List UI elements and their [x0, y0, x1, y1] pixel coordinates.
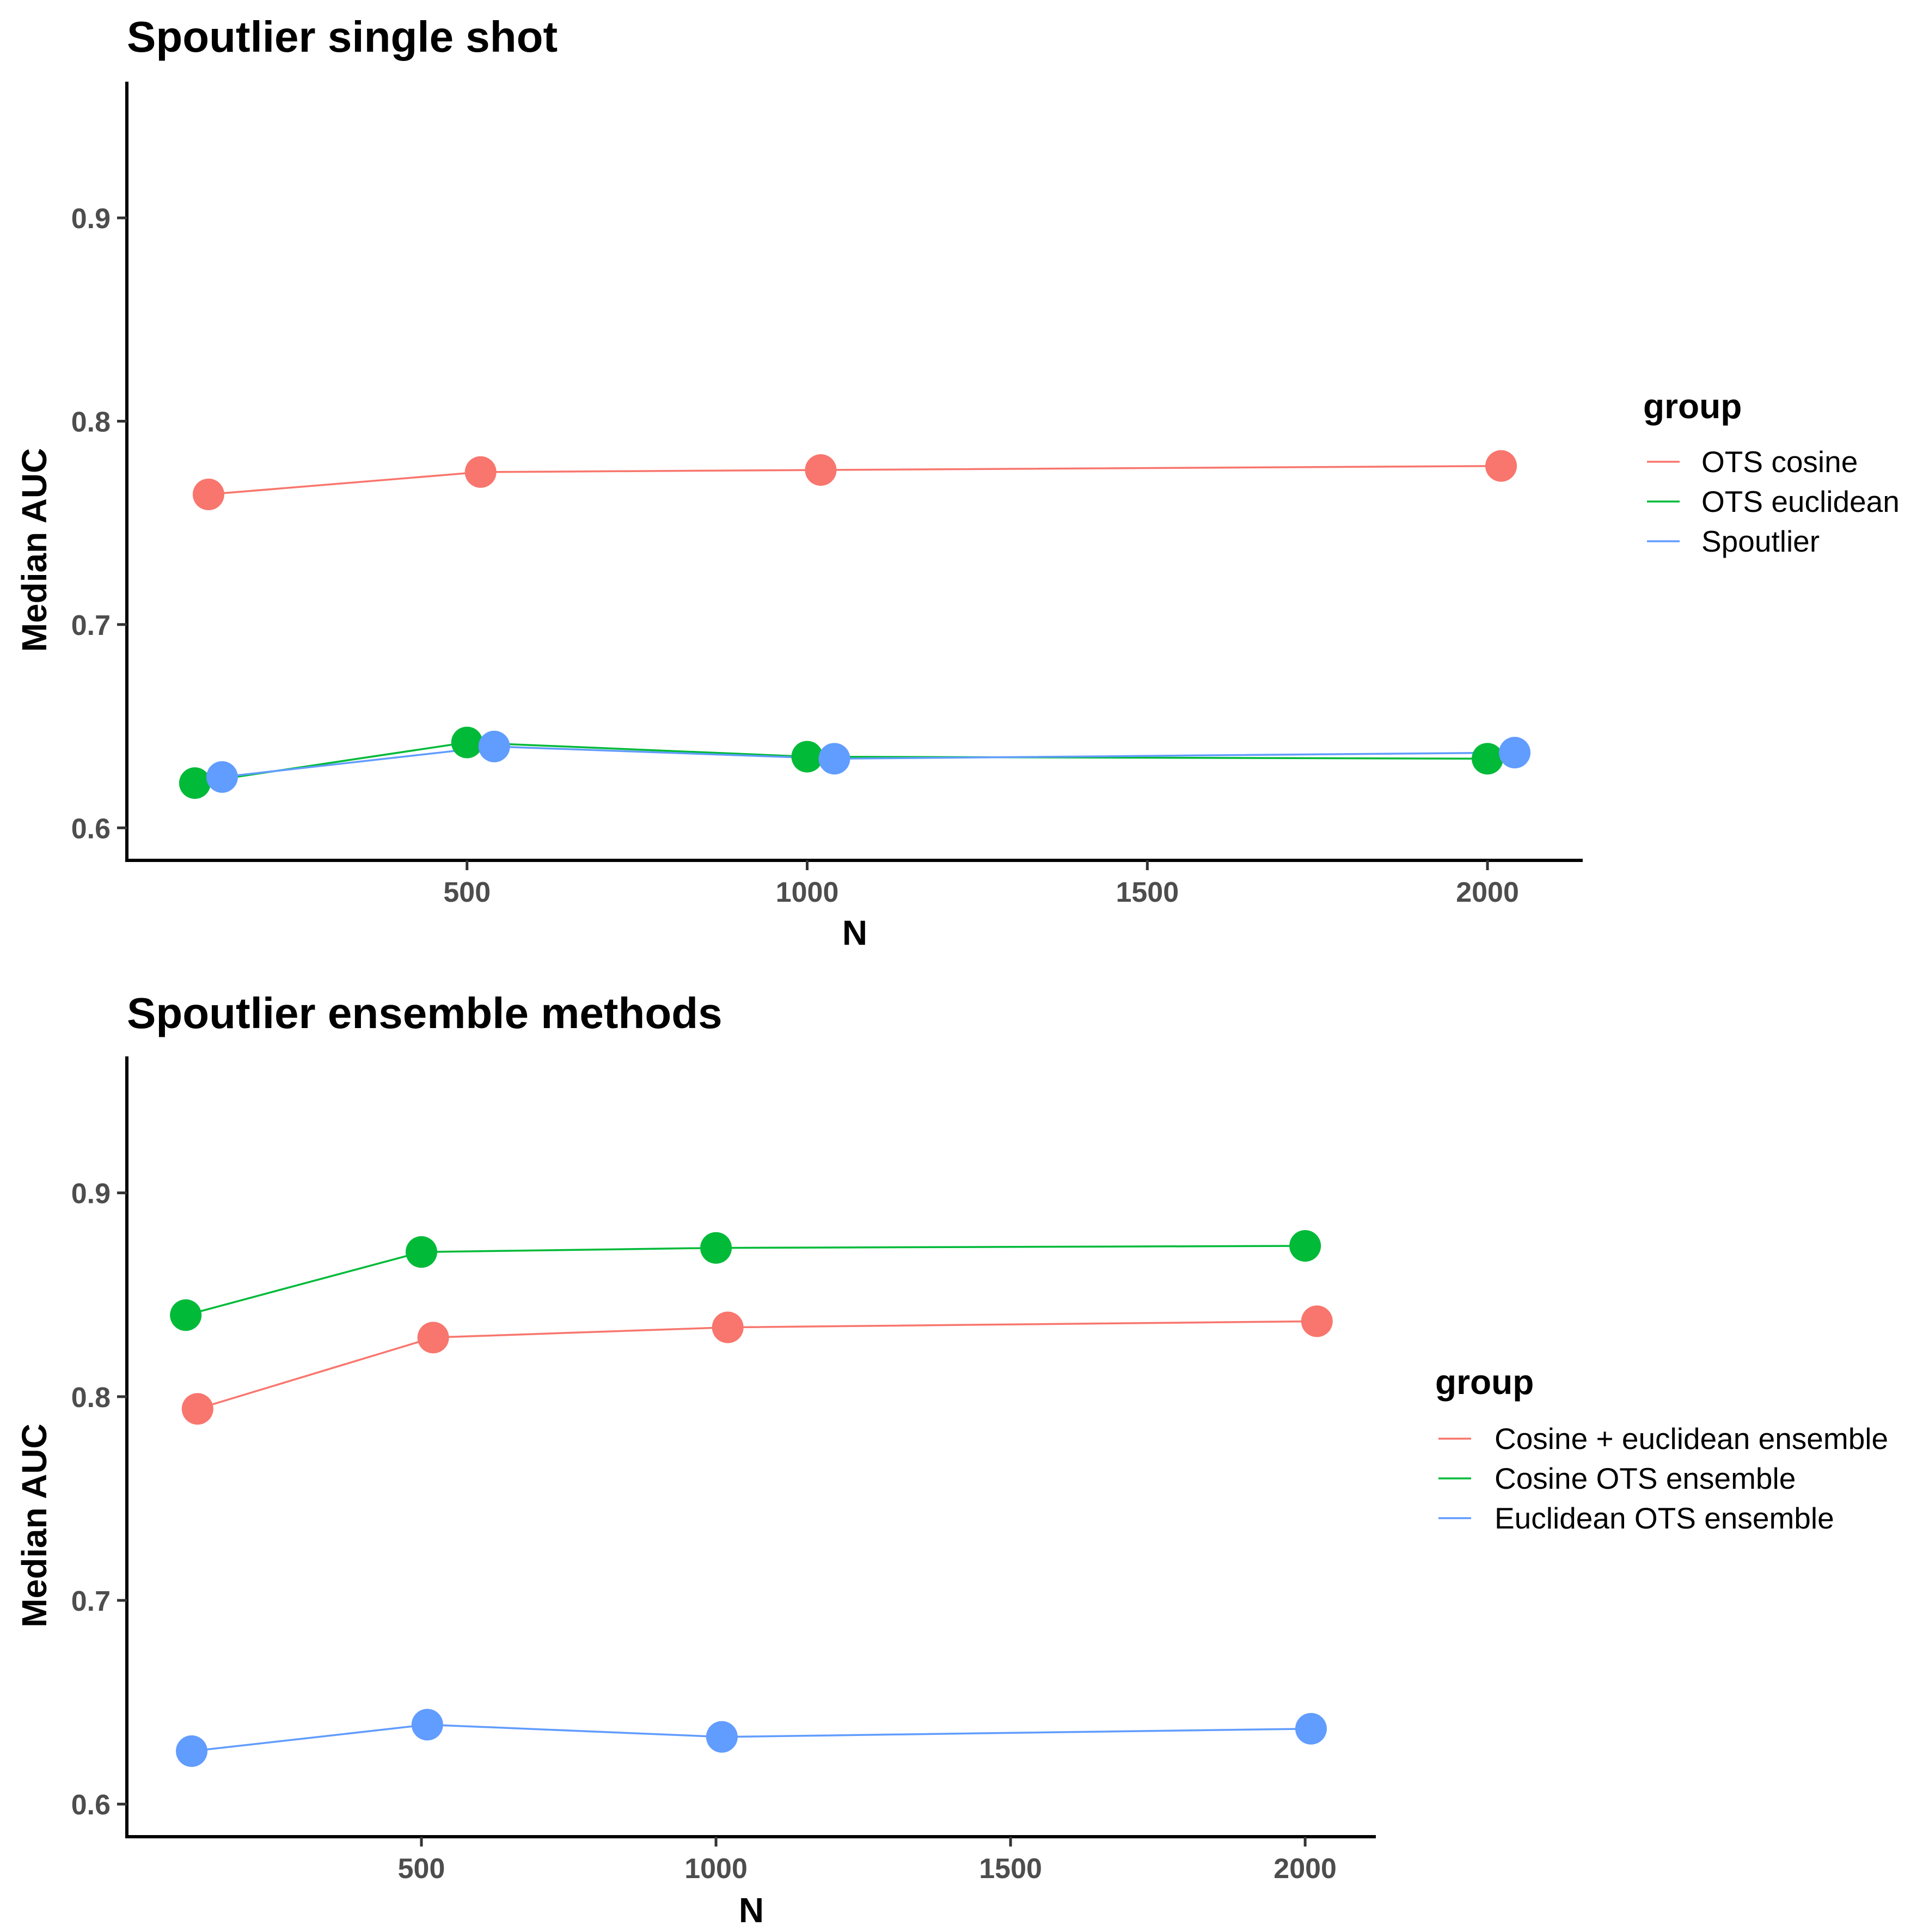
chart1-series-1-point [1485, 450, 1517, 482]
chart2-series-1-point [1301, 1305, 1333, 1337]
chart1-y-tick-label: 0.8 [71, 407, 111, 438]
chart1-y-tick-label: 0.9 [71, 203, 111, 235]
chart2-series-3-point [1295, 1713, 1327, 1745]
chart1-series-2-point [179, 767, 211, 799]
chart2-series-2-point [700, 1232, 732, 1264]
chart1-series-line-2 [194, 741, 1488, 784]
chart2-series-2-point [1289, 1230, 1321, 1262]
chart2-x-axis-title: N [739, 1891, 764, 1929]
chart2-x-tick-label: 500 [398, 1853, 445, 1885]
chart2-y-tick-label: 0.6 [71, 1789, 111, 1821]
chart1-series-3-point [818, 743, 850, 775]
chart1-series-1-point [192, 478, 224, 510]
chart1-series-2-point [791, 741, 823, 773]
chart1-title: Spoutlier single shot [127, 13, 558, 61]
chart1-x-tick-label: 2000 [1456, 877, 1519, 908]
chart1-x-tick-label: 1000 [776, 877, 839, 908]
chart2-series-line-2 [185, 1245, 1306, 1316]
chart1-series-3-point [478, 730, 510, 762]
chart2-series-line-3 [191, 1723, 1312, 1752]
chart1-series-2-point [1472, 743, 1504, 775]
chart2-y-axis-title: Median AUC [15, 1423, 54, 1628]
chart1-legend-label-1: OTS cosine [1701, 445, 1858, 479]
chart2-legend-label-3: Euclidean OTS ensemble [1495, 1501, 1834, 1535]
chart1-y-tick-label: 0.6 [71, 813, 111, 845]
chart2-x-tick-label: 1000 [684, 1853, 748, 1885]
chart1-series-1-point [464, 456, 497, 488]
chart2-series-3-point [176, 1735, 208, 1767]
chart1-x-axis-title: N [842, 913, 867, 952]
chart1-series-line-1 [208, 464, 1502, 496]
chart2-y-tick-label: 0.9 [71, 1178, 111, 1210]
chart2-series-1-point [417, 1322, 449, 1354]
chart1-y-tick-label: 0.7 [71, 610, 111, 641]
chart1-series-3-point [206, 761, 238, 793]
chart2-x-tick-label: 1500 [979, 1853, 1042, 1885]
chart2-series-1-point [712, 1311, 744, 1343]
chart2-series-line-1 [197, 1320, 1317, 1410]
chart1-series-line-3 [222, 745, 1515, 778]
chart1-x-tick-label: 1500 [1116, 877, 1179, 908]
chart2-series-2-point [170, 1299, 202, 1331]
chart2-series-1-point [181, 1393, 213, 1425]
chart2-legend-label-2: Cosine OTS ensemble [1495, 1462, 1796, 1495]
chart1-series-2-point [451, 726, 483, 759]
chart2-y-tick-label: 0.7 [71, 1586, 111, 1617]
chart2-x-tick-label: 2000 [1273, 1853, 1337, 1885]
chart2-series-2-point [406, 1236, 438, 1268]
chart1-legend-label-3: Spoutlier [1701, 524, 1820, 558]
chart2-title: Spoutlier ensemble methods [127, 989, 722, 1037]
chart1-legend-title: group [1643, 387, 1742, 426]
chart1-series-1-point [805, 454, 837, 486]
chart2-legend-label-1: Cosine + euclidean ensemble [1495, 1422, 1888, 1456]
chart1-series-3-point [1499, 737, 1531, 769]
chart1-x-tick-label: 500 [443, 877, 491, 908]
chart1-legend-label-2: OTS euclidean [1701, 485, 1900, 518]
chart2-legend-title: group [1435, 1362, 1534, 1402]
chart2-y-tick-label: 0.8 [71, 1382, 111, 1414]
chart1-y-axis-title: Median AUC [15, 448, 54, 652]
chart2-series-3-point [706, 1721, 738, 1753]
chart2-series-3-point [411, 1709, 443, 1741]
